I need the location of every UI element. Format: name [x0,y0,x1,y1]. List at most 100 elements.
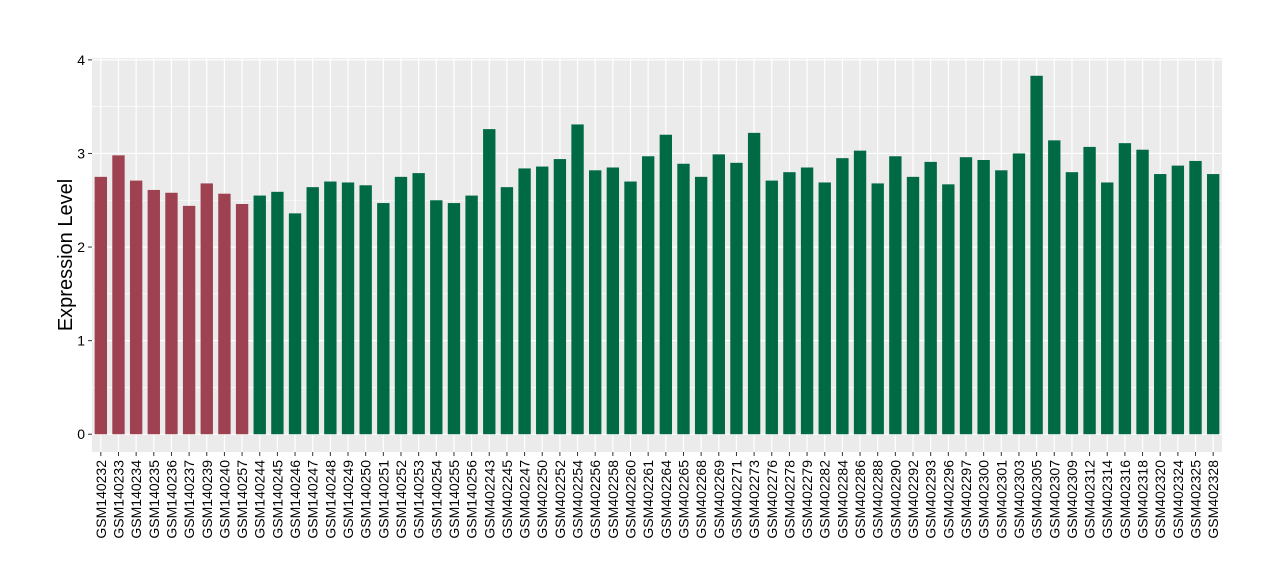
x-tick-label: GSM402297 [958,460,974,539]
bar-GSM402314 [1101,182,1114,435]
y-tick-label: 0 [77,426,85,442]
bar-GSM140233 [112,155,125,435]
bar-GSM402316 [1118,143,1132,435]
x-tick-label: GSM140248 [322,460,338,539]
x-tick-label: GSM402314 [1099,460,1115,539]
bar-GSM402252 [553,159,567,435]
bar-GSM402254 [571,124,584,435]
bar-GSM140244 [253,195,266,435]
bar-GSM402307 [1048,140,1061,435]
x-tick-label: GSM402258 [605,460,621,539]
x-tick-label: GSM402301 [993,460,1009,539]
bar-GSM402303 [1012,153,1026,435]
bar-GSM402273 [747,132,761,435]
y-tick-label: 4 [77,52,85,68]
x-tick-label: GSM402293 [923,460,939,539]
bar-GSM402325 [1189,160,1202,435]
x-tick-label: GSM402276 [764,460,780,539]
bar-GSM140251 [377,203,390,435]
bar-GSM140235 [147,189,160,435]
bar-GSM140254 [430,200,443,435]
bar-GSM140237 [182,205,196,435]
x-tick-label: GSM140247 [305,460,321,539]
x-tick-label: GSM140245 [269,460,285,539]
bar-GSM402300 [977,160,990,435]
bar-GSM140252 [394,176,408,435]
x-tick-label: GSM140250 [358,460,374,539]
x-tick-label: GSM402320 [1152,460,1168,539]
bars [94,75,1220,435]
bar-GSM402305 [1030,75,1043,435]
x-tick-label: GSM140237 [181,460,197,539]
y-axis-label: Expression Level [55,179,77,331]
x-tick-label: GSM402252 [552,460,568,539]
x-tick-label: GSM140251 [375,460,391,539]
x-tick-label: GSM402282 [817,460,833,539]
bar-GSM402265 [677,163,690,435]
bar-GSM402258 [606,167,620,435]
bar-GSM140232 [94,176,108,435]
x-tick-label: GSM402328 [1205,460,1221,539]
x-tick-label: GSM140257 [234,460,250,539]
x-tick-label: GSM402324 [1170,460,1186,539]
x-tick-label: GSM402300 [976,460,992,539]
x-tick-label: GSM140239 [199,460,215,539]
x-tick-label: GSM402278 [781,460,797,539]
bar-GSM140253 [412,173,425,435]
x-tick-label: GSM402288 [870,460,886,539]
bar-GSM140245 [271,191,284,435]
x-tick-label: GSM140252 [393,460,409,539]
bar-GSM402279 [800,167,814,435]
bar-GSM402309 [1065,172,1079,435]
x-axis: GSM140232 GSM140233 GSM140234 GSM140235 GSM1… [93,452,1221,539]
bar-GSM402312 [1083,146,1096,435]
bar-GSM402286 [853,150,867,435]
y-tick-label: 3 [77,145,85,161]
bar-GSM402247 [518,168,531,435]
bar-GSM402297 [959,157,973,435]
bar-GSM140250 [359,185,372,435]
x-tick-label: GSM140246 [287,460,303,539]
x-tick-label: GSM402271 [728,460,744,539]
bar-GSM402288 [871,183,884,435]
x-tick-label: GSM402303 [1011,460,1027,539]
bar-GSM402245 [500,187,514,435]
x-tick-label: GSM402264 [658,460,674,539]
x-tick-label: GSM140255 [446,460,462,539]
x-tick-label: GSM402245 [499,460,515,539]
bar-GSM402243 [483,129,496,435]
bar-GSM402256 [589,170,602,435]
x-tick-label: GSM402296 [940,460,956,539]
bar-GSM402278 [783,172,796,435]
y-tick-label: 1 [77,333,85,349]
x-tick-label: GSM402316 [1117,460,1133,539]
x-tick-label: GSM402256 [587,460,603,539]
bar-GSM140240 [218,193,231,435]
x-tick-label: GSM402279 [799,460,815,539]
x-tick-label: GSM140240 [216,460,232,539]
bar-GSM140236 [165,192,178,435]
bar-GSM402282 [818,182,831,435]
bar-GSM402264 [659,134,673,435]
x-tick-label: GSM140253 [411,460,427,539]
x-tick-label: GSM402268 [693,460,709,539]
bar-GSM402269 [712,154,725,435]
bar-GSM402268 [694,176,708,435]
bar-GSM402290 [889,156,902,435]
bar-GSM140249 [341,182,355,435]
x-tick-label: GSM402325 [1188,460,1204,539]
x-tick-label: GSM402250 [534,460,550,539]
bar-GSM140255 [447,203,461,435]
x-tick-label: GSM140256 [464,460,480,539]
bar-GSM402296 [942,184,955,435]
bar-GSM402261 [641,156,655,435]
y-axis: 0 1 2 3 4 [77,52,92,442]
x-tick-label: GSM402261 [640,460,656,539]
x-tick-label: GSM402284 [834,460,850,539]
x-tick-label: GSM402286 [852,460,868,539]
bar-GSM140246 [288,213,302,435]
x-tick-label: GSM402318 [1135,460,1151,539]
bar-GSM402276 [765,180,778,435]
x-tick-label: GSM402292 [905,460,921,539]
